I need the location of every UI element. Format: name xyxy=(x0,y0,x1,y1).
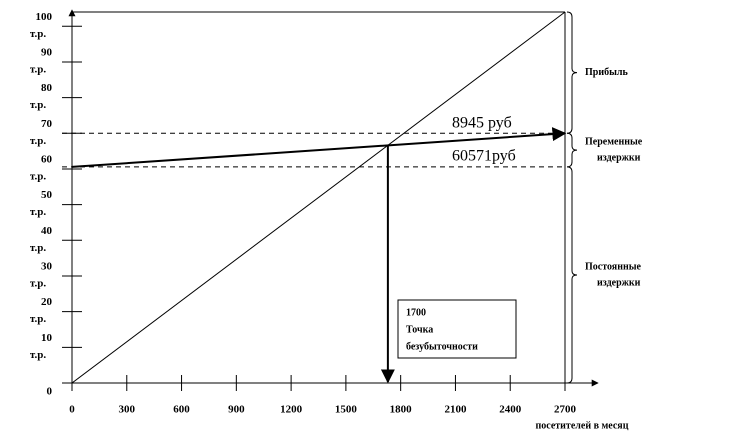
y-unit: т.р. xyxy=(30,242,46,254)
series-line xyxy=(71,127,567,168)
y-unit: т.р. xyxy=(30,99,46,111)
y-unit: т.р. xyxy=(30,278,46,290)
annotation: 60571руб xyxy=(452,148,516,165)
x-tick-label: 2100 xyxy=(444,404,467,416)
y-unit: т.р. xyxy=(30,206,46,218)
y-tick-label: 10 xyxy=(41,332,53,344)
y-tick-label: 90 xyxy=(41,46,53,58)
x-tick-label: 1200 xyxy=(280,404,303,416)
y-tick-label: 60 xyxy=(41,153,53,165)
x-tick-label: 900 xyxy=(228,404,245,416)
x-tick-label: 300 xyxy=(119,404,136,416)
brace xyxy=(566,132,578,168)
y-tick-label: 0 xyxy=(47,386,53,398)
break-even-label: 1700 xyxy=(406,307,426,318)
y-unit: т.р. xyxy=(30,313,46,325)
y-tick-label: 20 xyxy=(41,296,53,308)
brace-label: издержки xyxy=(597,152,641,163)
x-tick-label: 600 xyxy=(173,404,190,416)
x-tick-label: 1500 xyxy=(335,404,358,416)
x-axis-label: посетителей в месяц xyxy=(536,420,629,431)
break-even-label: безубыточности xyxy=(406,341,478,352)
y-unit: т.р. xyxy=(30,135,46,147)
y-unit: т.р. xyxy=(30,28,46,40)
break-even-label: Точка xyxy=(406,324,433,335)
y-tick-label: 100 xyxy=(36,11,53,23)
y-unit: т.р. xyxy=(30,349,46,361)
y-tick-label: 50 xyxy=(41,189,53,201)
brace xyxy=(566,166,578,384)
y-unit: т.р. xyxy=(30,63,46,75)
annotation: 8945 руб xyxy=(452,115,512,132)
x-tick-label: 2700 xyxy=(554,404,577,416)
y-tick-label: 80 xyxy=(41,82,53,94)
brace xyxy=(566,11,578,134)
break-even-box xyxy=(397,299,517,359)
y-unit: т.р. xyxy=(30,170,46,182)
x-tick-label: 0 xyxy=(69,404,75,416)
brace-label: Переменные xyxy=(585,136,643,147)
x-tick-label: 2400 xyxy=(499,404,522,416)
brace-label: Прибыль xyxy=(585,67,629,78)
x-tick-label: 1800 xyxy=(390,404,413,416)
y-tick-label: 30 xyxy=(41,261,53,273)
y-tick-label: 40 xyxy=(41,225,53,237)
series-line xyxy=(71,11,566,384)
y-tick-label: 70 xyxy=(41,118,53,130)
brace-label: Постоянные xyxy=(585,261,642,272)
brace-label: издержки xyxy=(597,277,641,288)
